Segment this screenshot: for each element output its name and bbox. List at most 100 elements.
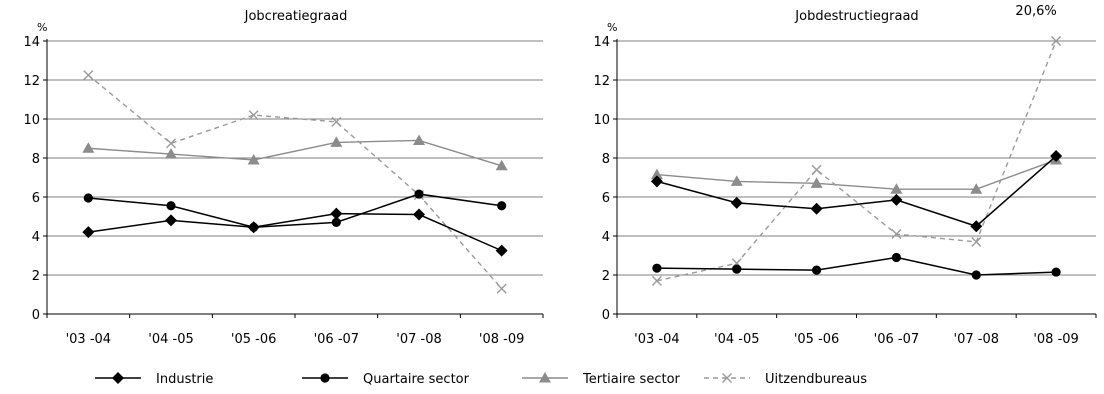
data-point xyxy=(970,183,983,194)
y-tick-label: 12 xyxy=(593,74,610,89)
x-tick-label: '06 -07 xyxy=(314,332,359,347)
series-tertiaire-sector xyxy=(650,153,1063,194)
y-tick-label: 4 xyxy=(32,230,40,245)
x-tick-label: '04 -05 xyxy=(148,332,193,347)
series-line xyxy=(656,155,1057,228)
data-point xyxy=(413,208,425,221)
series-line xyxy=(88,193,502,228)
triangle-icon xyxy=(539,372,551,383)
data-point xyxy=(82,142,95,153)
series-tertiaire-sector xyxy=(82,134,508,171)
legend-item-uitzendbureaus: Uitzendbureaus xyxy=(704,372,867,387)
data-point xyxy=(83,70,94,81)
x-tick-label: '08 -09 xyxy=(1033,332,1078,347)
y-tick-label: 6 xyxy=(32,191,40,206)
data-point xyxy=(1050,150,1063,163)
y-tick-label: 2 xyxy=(602,269,610,284)
series-line xyxy=(88,212,502,252)
legend-item-industrie: Industrie xyxy=(95,372,213,387)
data-point xyxy=(811,265,822,275)
data-point xyxy=(971,270,981,280)
data-point xyxy=(414,189,424,199)
series-industrie xyxy=(82,207,508,257)
legend-item-tertiaire-sector: Tertiaire sector xyxy=(522,372,681,387)
data-point xyxy=(331,217,341,227)
x-tick-label: '05 -06 xyxy=(794,332,839,347)
data-point xyxy=(331,116,342,127)
legend-label: Industrie xyxy=(156,372,213,387)
data-point xyxy=(497,201,507,211)
x-tick-label: '05 -06 xyxy=(231,332,276,347)
data-point xyxy=(330,136,343,147)
x-tick-label: '08 -09 xyxy=(479,332,524,347)
data-point xyxy=(730,196,743,209)
data-point xyxy=(1051,267,1061,277)
cross-icon xyxy=(722,373,732,383)
y-unit-label: % xyxy=(37,21,47,34)
y-tick-label: 8 xyxy=(32,152,40,167)
data-point xyxy=(247,153,260,165)
data-point xyxy=(890,183,903,194)
legend-label: Tertiaire sector xyxy=(582,372,681,387)
data-point xyxy=(810,177,823,188)
y-tick-label: 8 xyxy=(602,152,610,167)
circle-icon xyxy=(320,373,330,383)
data-point xyxy=(495,244,508,257)
y-unit-label: % xyxy=(607,21,617,34)
data-point xyxy=(651,275,662,286)
data-point xyxy=(166,138,176,149)
data-point xyxy=(249,222,259,232)
data-point xyxy=(971,236,982,247)
chart-jobdestructiegraad: Jobdestructiegraad% 0 2 4 6 8 10 12 14 '03 -04 '04… xyxy=(593,4,1097,347)
series-line xyxy=(656,159,1057,190)
data-point xyxy=(166,201,176,211)
chart-title: Jobdestructiegraad xyxy=(794,9,918,24)
data-point xyxy=(82,226,95,239)
x-tick-label: '06 -07 xyxy=(874,332,919,347)
x-tick-label: '03 -04 xyxy=(634,332,679,347)
diamond-icon xyxy=(112,372,124,384)
series-line xyxy=(656,256,1057,276)
series-industrie xyxy=(650,150,1063,233)
data-point xyxy=(891,252,902,263)
data-point xyxy=(650,168,663,180)
y-tick-label: 2 xyxy=(32,269,40,284)
y-tick-label: 0 xyxy=(32,308,40,323)
data-point xyxy=(810,202,823,215)
chart-jobcreatiegraad: Jobcreatiegraad% 0 2 4 6 8 10 12 14 '03 -04 '04 -0… xyxy=(23,9,544,347)
data-point xyxy=(495,159,508,171)
data-point xyxy=(650,175,663,188)
data-point xyxy=(811,164,822,175)
series-quartaire-sector xyxy=(652,252,1061,280)
x-tick-label: '03 -04 xyxy=(66,332,111,347)
y-tick-label: 14 xyxy=(23,35,40,50)
legend-item-quartaire-sector: Quartaire sector xyxy=(302,372,470,387)
data-point xyxy=(330,207,343,220)
series-line xyxy=(88,139,502,167)
data-point xyxy=(1051,36,1062,46)
legend-label: Quartaire sector xyxy=(363,372,470,387)
y-tick-label: 10 xyxy=(593,113,610,128)
series-line xyxy=(656,40,1057,282)
x-tick-label: '07 -08 xyxy=(396,332,441,347)
data-point xyxy=(248,110,259,121)
y-tick-label: 10 xyxy=(23,113,40,128)
data-point xyxy=(970,220,983,233)
legend: Industrie Quartaire sector Tertiaire secto… xyxy=(95,372,867,387)
data-point xyxy=(413,134,425,145)
chart-title: Jobcreatiegraad xyxy=(244,9,348,24)
data-point xyxy=(890,193,903,206)
data-point xyxy=(165,148,177,159)
y-tick-label: 12 xyxy=(23,74,40,89)
series-uitzendbureaus xyxy=(651,36,1062,286)
data-point xyxy=(83,193,93,203)
x-tick-label: '04 -05 xyxy=(714,332,759,347)
data-point xyxy=(496,283,507,294)
data-point xyxy=(891,229,902,240)
y-tick-label: 6 xyxy=(602,191,610,206)
series-line xyxy=(87,74,503,290)
series-uitzendbureaus xyxy=(83,70,507,294)
series-quartaire-sector xyxy=(83,189,507,232)
x-tick-label: '07 -08 xyxy=(954,332,999,347)
